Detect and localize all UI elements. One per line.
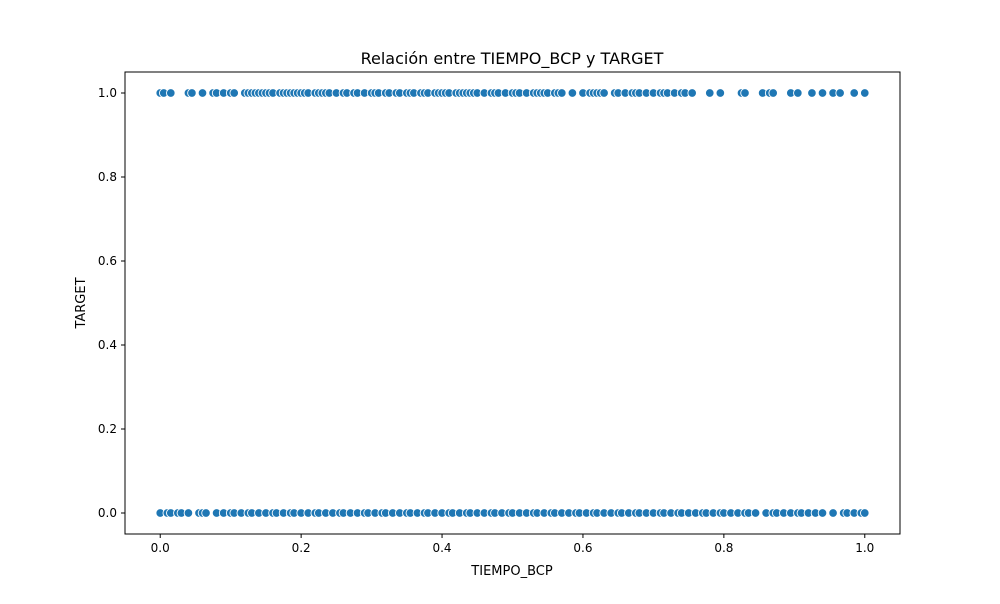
- data-point: [201, 508, 211, 518]
- y-axis-ticks: 0.0 0.2 0.4 0.6 0.8 1.0: [98, 86, 125, 520]
- data-point: [817, 508, 828, 518]
- y-axis-label: TARGET: [74, 277, 89, 329]
- plot-frame: [124, 71, 901, 535]
- x-tick-label: 0.6: [573, 541, 592, 555]
- y-tick-label: 0.4: [98, 338, 117, 352]
- x-tick-label: 0.0: [151, 541, 170, 555]
- data-point: [750, 508, 761, 518]
- data-point: [599, 88, 609, 98]
- data-point: [807, 88, 817, 98]
- data-point: [828, 508, 838, 518]
- data-point: [768, 88, 778, 98]
- data-point: [860, 88, 870, 98]
- data-point: [715, 88, 726, 98]
- y-tick-label: 1.0: [98, 86, 117, 100]
- data-point: [793, 88, 803, 98]
- data-point: [557, 88, 567, 98]
- data-point: [183, 508, 194, 518]
- data-point: [705, 88, 715, 98]
- data-point: [740, 88, 750, 98]
- data-point: [817, 88, 828, 98]
- x-axis-ticks: 0.0 0.2 0.4 0.6 0.8 1.0: [151, 534, 874, 555]
- data-point: [687, 88, 697, 98]
- data-point: [567, 88, 578, 98]
- y-tick-label: 0.0: [98, 506, 117, 520]
- data-point: [835, 88, 845, 98]
- x-tick-label: 0.4: [432, 541, 451, 555]
- x-tick-label: 0.2: [292, 541, 311, 555]
- x-axis-label: TIEMPO_BCP: [470, 564, 553, 579]
- chart-title: Relación entre TIEMPO_BCP y TARGET: [361, 49, 664, 69]
- data-point: [166, 88, 176, 98]
- data-point: [860, 508, 870, 518]
- y-tick-label: 0.2: [98, 422, 117, 436]
- data-point: [187, 88, 197, 98]
- data-point: [849, 88, 859, 98]
- y-tick-label: 0.6: [98, 254, 117, 268]
- data-point: [229, 88, 239, 98]
- y-tick-label: 0.8: [98, 170, 117, 184]
- data-points: [155, 88, 870, 518]
- x-tick-label: 1.0: [855, 541, 874, 555]
- x-tick-label: 0.8: [714, 541, 733, 555]
- data-point: [197, 88, 208, 98]
